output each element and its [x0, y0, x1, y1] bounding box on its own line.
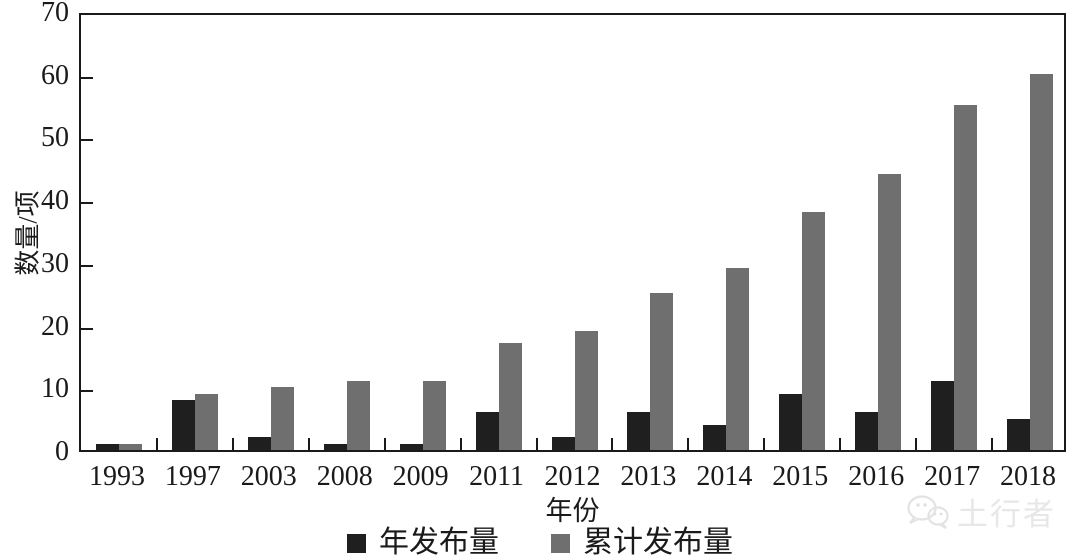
- bar-cumulative-2018: [1030, 73, 1054, 450]
- bar-cumulative-2012: [574, 330, 598, 450]
- wechat-icon: [903, 492, 951, 537]
- bar-annual-2016: [855, 412, 879, 450]
- x-tick: [459, 438, 462, 450]
- x-tick-label-2015: 2015: [772, 461, 829, 492]
- y-tick: [81, 76, 93, 79]
- legend-item-cumulative: 累计发布量: [551, 528, 733, 558]
- legend: 年发布量 累计发布量: [0, 528, 1080, 558]
- bar-annual-2018: [1007, 418, 1031, 450]
- bar-cumulative-2003: [270, 387, 294, 450]
- x-tick-label-2018: 2018: [1000, 461, 1057, 492]
- y-tick-label: 10: [41, 373, 69, 405]
- y-tick: [81, 390, 93, 393]
- x-tick-label-2017: 2017: [924, 461, 981, 492]
- y-tick-label: 0: [55, 436, 69, 467]
- bar-annual-2009: [399, 443, 423, 450]
- x-tick-label-2008: 2008: [316, 461, 373, 492]
- watermark-text: 土行者: [957, 496, 1056, 532]
- y-tick-label: 50: [41, 122, 69, 154]
- legend-swatch-annual: [347, 533, 366, 553]
- watermark: 土行者: [903, 492, 1056, 537]
- bar-annual-2014: [703, 424, 727, 450]
- x-tick: [915, 438, 918, 450]
- x-tick: [687, 438, 690, 450]
- x-tick: [155, 438, 158, 450]
- x-tick: [383, 438, 386, 450]
- x-tick-label-2016: 2016: [848, 461, 905, 492]
- y-tick-label: 20: [41, 310, 69, 342]
- x-tick: [763, 438, 766, 450]
- x-axis-title: 年份: [545, 496, 600, 526]
- legend-swatch-cumulative: [551, 533, 570, 553]
- bar-annual-1997: [171, 399, 195, 450]
- y-tick-label: 30: [41, 247, 69, 279]
- bar-annual-2008: [323, 443, 347, 450]
- bar-cumulative-2011: [498, 343, 522, 450]
- x-tick-label-2011: 2011: [469, 461, 525, 492]
- bar-cumulative-1993: [118, 443, 142, 450]
- bar-cumulative-2014: [726, 268, 750, 450]
- x-tick: [535, 438, 538, 450]
- bar-cumulative-2008: [346, 381, 370, 450]
- x-tick-label-2013: 2013: [620, 461, 677, 492]
- x-tick: [231, 438, 234, 450]
- bar-cumulative-2016: [878, 174, 902, 450]
- bar-annual-2015: [779, 393, 803, 450]
- x-tick: [611, 438, 614, 450]
- bar-annual-2017: [931, 381, 955, 450]
- legend-label-annual: 年发布量: [379, 526, 499, 559]
- x-tick-label-1993: 1993: [88, 461, 145, 492]
- bar-annual-2003: [247, 437, 271, 450]
- bar-annual-2011: [475, 412, 499, 450]
- y-tick: [81, 202, 93, 205]
- x-tick-label-1997: 1997: [164, 461, 221, 492]
- y-tick-label: 60: [41, 59, 69, 91]
- y-tick: [81, 139, 93, 142]
- bar-cumulative-2017: [954, 105, 978, 450]
- x-tick: [307, 438, 310, 450]
- y-tick-label: 70: [41, 0, 69, 28]
- x-tick: [991, 438, 994, 450]
- bar-cumulative-2009: [422, 381, 446, 450]
- plot-area: [79, 13, 1066, 452]
- bar-cumulative-1997: [194, 393, 218, 450]
- y-tick: [81, 264, 93, 267]
- x-tick: [839, 438, 842, 450]
- bar-annual-2013: [627, 412, 651, 450]
- y-tick: [81, 327, 93, 330]
- x-tick-label-2003: 2003: [240, 461, 297, 492]
- x-tick-label-2009: 2009: [392, 461, 449, 492]
- bar-cumulative-2015: [802, 211, 826, 450]
- legend-label-cumulative: 累计发布量: [583, 526, 733, 559]
- bar-annual-2012: [551, 437, 575, 450]
- x-tick-label-2014: 2014: [696, 461, 753, 492]
- y-tick-label: 40: [41, 185, 69, 217]
- bar-annual-1993: [95, 443, 119, 450]
- bar-cumulative-2013: [650, 293, 674, 450]
- x-tick-label-2012: 2012: [544, 461, 601, 492]
- legend-item-annual: 年发布量: [347, 528, 499, 558]
